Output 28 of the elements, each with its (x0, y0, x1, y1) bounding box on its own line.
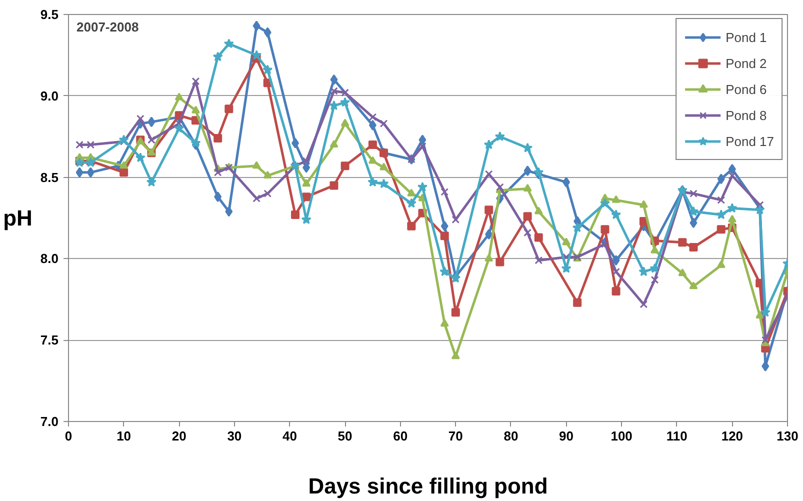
x-tick-label: 30 (227, 428, 242, 444)
x-tick-label: 120 (721, 428, 744, 444)
legend-label: Pond 17 (726, 134, 774, 148)
y-tick-label: 7.5 (40, 332, 59, 348)
x-tick-label: 20 (172, 428, 186, 444)
y-tick-label: 8.5 (40, 170, 59, 185)
y-tick-label: 9.5 (40, 7, 59, 22)
x-tick-label: 70 (448, 428, 463, 444)
legend-label: Pond 2 (726, 56, 767, 70)
x-tick-label: 50 (338, 428, 352, 444)
x-axis-title: Days since filling pond (308, 474, 548, 498)
y-tick-label: 7.0 (40, 414, 59, 429)
y-tick-label: 9.0 (40, 88, 59, 104)
legend-label: Pond 6 (726, 82, 767, 96)
x-tick-label: 0 (64, 428, 72, 444)
legend-label: Pond 8 (726, 108, 767, 122)
legend-label: Pond 1 (726, 30, 767, 44)
x-tick-label: 60 (393, 428, 408, 444)
x-tick-label: 110 (666, 428, 688, 444)
y-tick-label: 8.0 (40, 251, 59, 266)
x-tick-label: 40 (282, 428, 297, 444)
annotation: 2007-2008 (76, 20, 139, 34)
x-tick-label: 10 (116, 428, 132, 444)
x-tick-label: 130 (776, 428, 798, 444)
x-tick-label: 90 (559, 428, 574, 444)
x-tick-label: 80 (504, 428, 518, 444)
y-axis-title: pH (3, 206, 32, 230)
x-tick-label: 100 (610, 428, 632, 444)
